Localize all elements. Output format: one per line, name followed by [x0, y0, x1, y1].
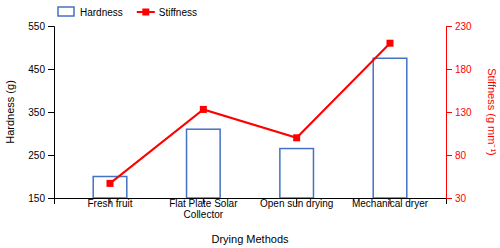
- tick: Fresh fruit: [87, 198, 132, 209]
- tick-label-line: Open sun drying: [260, 198, 333, 209]
- tick-mark: [446, 198, 452, 199]
- tick: Open sun drying: [260, 198, 333, 209]
- tick: 550: [28, 21, 54, 32]
- tick-mark: [48, 155, 54, 156]
- legend: Hardness Stiffness: [58, 7, 197, 18]
- tick-mark: [48, 69, 54, 70]
- tick-label: 180: [455, 64, 472, 75]
- bar-series: [93, 58, 407, 198]
- tick-label: 30: [455, 193, 467, 204]
- bar: [280, 149, 314, 198]
- y-axis-title: Hardness (g): [4, 80, 16, 144]
- marker: [293, 134, 300, 141]
- tick-label: Open sun drying: [260, 198, 333, 209]
- tick-label: 350: [28, 107, 45, 118]
- tick-mark: [446, 155, 452, 156]
- tick-mark: [48, 112, 54, 113]
- bar: [93, 177, 127, 199]
- line: [110, 43, 390, 183]
- tick-label: 230: [455, 21, 472, 32]
- chart-container: Fresh fruit Flat Plate SolarCollector Open…: [0, 0, 500, 248]
- tick-label-line: Flat Plate Solar: [169, 198, 238, 209]
- tick-mark: [48, 26, 54, 27]
- tick: 230: [446, 21, 472, 32]
- axis: Fresh fruit Flat Plate SolarCollector Open…: [55, 198, 447, 220]
- tick-label: 550: [28, 21, 45, 32]
- tick: 30: [446, 193, 467, 204]
- tick: 80: [446, 150, 467, 161]
- tick: 350: [28, 107, 54, 118]
- tick: Mechanical dryer: [352, 198, 429, 209]
- tick-label: Mechanical dryer: [352, 198, 429, 209]
- axis-line: [48, 27, 55, 199]
- legend-label: Stiffness: [159, 7, 197, 18]
- bar: [187, 129, 221, 198]
- legend-item: Hardness: [58, 7, 123, 18]
- x-axis-title: Drying Methods: [211, 233, 289, 245]
- tick: 150: [28, 193, 54, 204]
- tick-label: 250: [28, 150, 45, 161]
- legend-item: Stiffness: [137, 7, 197, 18]
- bar: [373, 58, 407, 198]
- tick: 180: [446, 64, 472, 75]
- tick-label-line: Mechanical dryer: [352, 198, 429, 209]
- tick: 450: [28, 64, 54, 75]
- axis-line: [447, 27, 453, 199]
- tick-mark: [446, 112, 452, 113]
- tick-label: 450: [28, 64, 45, 75]
- tick-mark: [446, 26, 452, 27]
- tick-label-line: Collector: [184, 209, 224, 220]
- y2-axis-title: Stiffness (g mm⁻¹): [486, 68, 498, 156]
- marker: [200, 106, 207, 113]
- tick-mark: [48, 198, 54, 199]
- legend-label: Hardness: [80, 7, 123, 18]
- plot-marks: [93, 40, 407, 198]
- tick: 250: [28, 150, 54, 161]
- tick: 130: [446, 107, 472, 118]
- tick: Flat Plate SolarCollector: [169, 198, 238, 220]
- tick-label: 80: [455, 150, 467, 161]
- legend-swatch: [58, 7, 74, 16]
- tick-mark: [446, 69, 452, 70]
- marker: [107, 180, 114, 187]
- legend-marker: [142, 9, 149, 16]
- tick-label: Flat Plate SolarCollector: [169, 198, 238, 220]
- chart: Fresh fruit Flat Plate SolarCollector Open…: [0, 0, 500, 248]
- tick-label: 130: [455, 107, 472, 118]
- axis: 30 80 130 180 230: [446, 21, 472, 204]
- tick-label: 150: [28, 193, 45, 204]
- marker-series: [107, 40, 394, 187]
- axis: 150 250 350 450 550: [28, 21, 54, 204]
- marker: [387, 40, 394, 47]
- tick-label-line: Fresh fruit: [87, 198, 132, 209]
- tick-label: Fresh fruit: [87, 198, 132, 209]
